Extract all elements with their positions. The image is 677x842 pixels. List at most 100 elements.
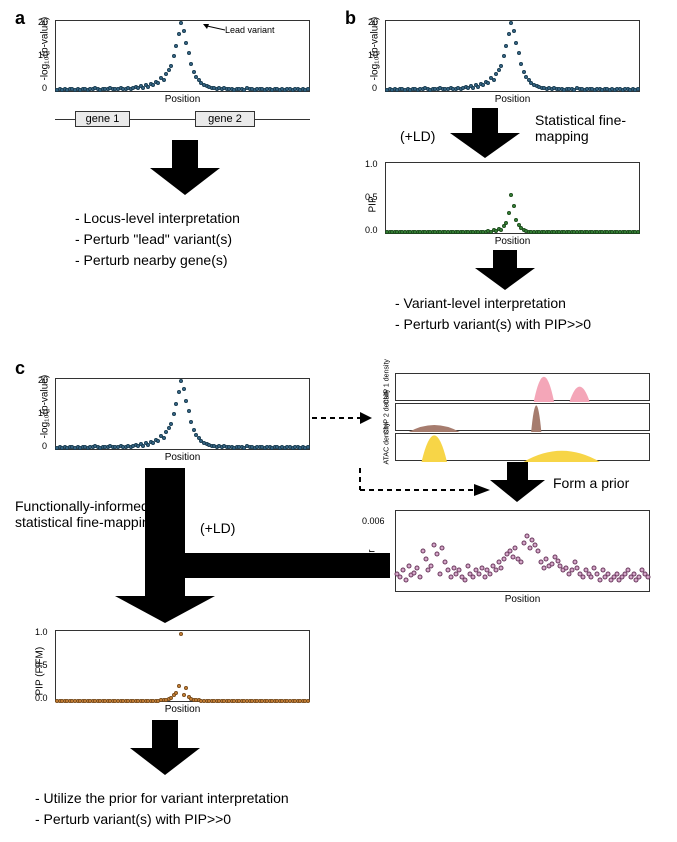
dashed-arrow-right-icon <box>312 408 372 428</box>
data-point <box>502 557 507 562</box>
data-point <box>446 568 451 573</box>
data-point <box>509 193 513 197</box>
form-prior-arrow-icon <box>490 462 545 502</box>
data-point <box>167 426 171 430</box>
data-point <box>631 571 636 576</box>
data-point <box>162 78 166 82</box>
data-point <box>594 571 599 576</box>
data-point <box>189 62 193 66</box>
data-point <box>499 566 504 571</box>
data-point <box>406 563 411 568</box>
data-point <box>512 204 516 208</box>
data-point <box>492 78 496 82</box>
data-point <box>182 387 186 391</box>
data-point <box>488 571 493 576</box>
data-point <box>401 568 406 573</box>
panel-b-bullet-1: - Variant-level interpretation <box>395 293 675 314</box>
data-point <box>184 686 188 690</box>
lead-variant-label: Lead variant <box>225 25 275 35</box>
data-point <box>174 44 178 48</box>
data-point <box>156 81 160 85</box>
data-point <box>589 575 594 580</box>
data-point <box>448 575 453 580</box>
data-point <box>486 81 490 85</box>
data-point <box>482 575 487 580</box>
data-point <box>527 545 532 550</box>
data-point <box>423 557 428 562</box>
fifm-ytick-0: 0.0 <box>35 693 48 703</box>
data-point <box>572 560 577 565</box>
data-point <box>192 70 196 74</box>
data-point <box>504 221 508 225</box>
data-point <box>476 571 481 576</box>
data-point <box>174 691 178 695</box>
data-point <box>544 557 549 562</box>
panel-c-xlabel: Position <box>55 452 310 463</box>
data-point <box>530 537 535 542</box>
data-point <box>575 566 580 571</box>
panel-b-label: b <box>345 8 356 29</box>
panel-a-ytick-10: 10 <box>38 50 48 60</box>
panel-b-pip-ytick-0: 0.0 <box>365 225 378 235</box>
panel-a-xlabel: Position <box>55 94 310 105</box>
data-point <box>645 575 650 580</box>
data-point <box>184 399 188 403</box>
fifm-ytick-05: 0.5 <box>35 660 48 670</box>
panel-b-pip-chart <box>385 162 640 234</box>
lead-arrow-icon <box>203 24 225 36</box>
panel-b-pip-ytick-1: 1.0 <box>365 159 378 169</box>
data-point <box>184 41 188 45</box>
panel-b-arrow1-icon <box>450 108 520 158</box>
data-point <box>189 420 193 424</box>
data-point <box>462 577 467 582</box>
data-point <box>192 428 196 432</box>
data-point <box>167 68 171 72</box>
panel-c-big-arrow-icon <box>110 468 390 623</box>
track-2 <box>395 433 650 461</box>
panel-c-bullet-1: - Utilize the prior for variant interpre… <box>35 788 435 809</box>
track-1 <box>395 403 650 431</box>
data-point <box>535 549 540 554</box>
ld-label-b: (+LD) <box>400 128 435 144</box>
prior-xlabel: Position <box>395 594 650 605</box>
data-point <box>156 439 160 443</box>
data-point <box>538 560 543 565</box>
data-point <box>398 575 403 580</box>
panel-a-bullet-3: - Perturb nearby gene(s) <box>75 250 335 271</box>
data-point <box>479 566 484 571</box>
panel-a-ytick-0: 0 <box>42 83 47 93</box>
data-point <box>522 70 526 74</box>
data-point <box>169 64 173 68</box>
data-point <box>636 230 640 234</box>
data-point <box>509 21 513 25</box>
data-point <box>177 32 181 36</box>
data-point <box>440 545 445 550</box>
panel-a-label: a <box>15 8 25 29</box>
data-point <box>564 566 569 571</box>
data-point <box>499 64 503 68</box>
data-point <box>600 568 605 573</box>
panel-a-arrow-icon <box>150 140 220 195</box>
data-point <box>597 577 602 582</box>
panel-c-bullets: - Utilize the prior for variant interpre… <box>35 788 435 830</box>
data-point <box>499 228 503 232</box>
data-point <box>507 211 511 215</box>
data-point <box>496 560 501 565</box>
fifm-pip-chart <box>55 630 310 702</box>
data-point <box>507 549 512 554</box>
data-point <box>182 693 186 697</box>
data-point <box>502 224 506 228</box>
data-point <box>606 571 611 576</box>
panel-a-bullet-1: - Locus-level interpretation <box>75 208 335 229</box>
data-point <box>625 568 630 573</box>
panel-b-ytick-0: 0 <box>372 83 377 93</box>
data-point <box>443 560 448 565</box>
data-point <box>507 32 511 36</box>
panel-b-bullet-2: - Perturb variant(s) with PIP>>0 <box>395 314 675 335</box>
data-point <box>415 566 420 571</box>
data-point <box>306 445 310 449</box>
data-point <box>637 575 642 580</box>
data-point <box>497 68 501 72</box>
data-point <box>451 566 456 571</box>
data-point <box>306 699 310 703</box>
